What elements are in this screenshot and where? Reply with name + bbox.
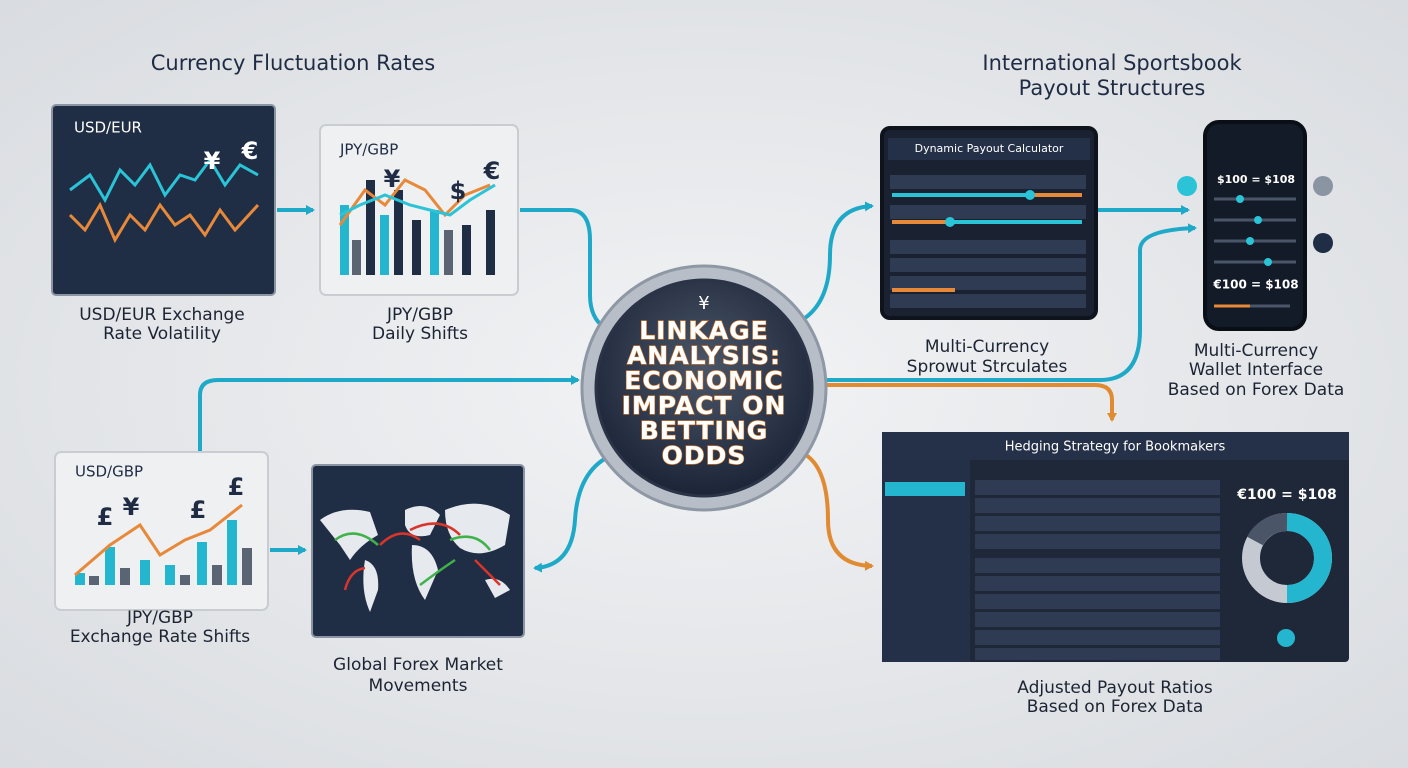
hub-text: BETTING [640, 416, 769, 445]
line [339, 183, 496, 217]
dashboard-rate: €100 = $108 [1236, 487, 1336, 503]
line [74, 503, 243, 577]
sliders [1214, 197, 1296, 308]
caption: Daily Shifts [372, 324, 468, 344]
wallet-phone: $100 = $108 €100 = $108 [1177, 120, 1333, 331]
arrow [520, 208, 607, 330]
jpy-gbp-panel: JPY/GBP ¥ $ € [319, 124, 519, 296]
currency-symbol: $ [450, 177, 467, 205]
caption: Multi-Currency [925, 337, 1049, 357]
continents [320, 503, 510, 612]
caption: Wallet Interface [1189, 360, 1323, 380]
calculator-title: Dynamic Payout Calculator [915, 142, 1064, 155]
hub-text: LINKAGE [639, 316, 768, 345]
caption: Movements [369, 676, 468, 696]
caption: Global Forex Market [333, 655, 503, 675]
currency-symbol: ¥ [123, 493, 140, 521]
hub-core [594, 278, 814, 498]
line [68, 201, 260, 244]
caption: Based on Forex Data [1027, 697, 1204, 717]
section-title: Payout Structures [1019, 76, 1206, 100]
currency-symbol: £ [97, 503, 114, 531]
payout-calculator: Dynamic Payout Calculator [880, 126, 1098, 320]
arrow [195, 375, 580, 459]
currency-symbol: € [483, 157, 501, 185]
hub-text: ECONOMIC [624, 366, 783, 395]
currency-symbol: ¥ [384, 165, 401, 193]
hub-symbol: ¥ [698, 293, 709, 314]
section-title: Currency Fluctuation Rates [151, 51, 435, 75]
slider-knob [945, 217, 955, 227]
arrow [803, 201, 874, 320]
caption: Rate Volatility [103, 324, 221, 344]
hub-text: ANALYSIS: [627, 341, 781, 370]
caption: Adjusted Payout Ratios [1017, 678, 1213, 698]
currency-symbol: ¥ [204, 147, 221, 175]
slider-knob [1025, 190, 1035, 200]
map-panel [311, 464, 525, 638]
panel-label: USD/EUR [74, 119, 142, 137]
arrow [822, 223, 1197, 382]
hub: ¥ LINKAGE ANALYSIS: ECONOMIC IMPACT ON B… [580, 264, 828, 512]
caption: Sprowut Strculates [907, 357, 1068, 377]
arrow [533, 453, 613, 573]
arrow [822, 383, 1117, 422]
table-rows [975, 480, 1220, 660]
panel-label: USD/GBP [75, 463, 143, 481]
currency-symbol: £ [228, 473, 245, 501]
usd-gbp-panel: USD/GBP £ ¥ £ £ [54, 451, 269, 611]
usd-eur-panel: USD/EUR ¥ € [51, 104, 276, 296]
caption: Exchange Rate Shifts [70, 627, 250, 647]
caption: USD/EUR Exchange [79, 305, 245, 325]
hub-text: IMPACT ON [622, 391, 787, 420]
coin [1313, 233, 1333, 253]
caption: JPY/GBP [386, 305, 453, 325]
section-title: International Sportsbook [982, 51, 1242, 75]
table-rows [890, 175, 1086, 308]
hedging-dashboard: Hedging Strategy for Bookmakers €100 = $… [882, 432, 1349, 662]
caption: Based on Forex Data [1168, 380, 1345, 400]
donut-segment [1286, 513, 1332, 603]
coin [1177, 176, 1197, 196]
title-bar [888, 138, 1090, 160]
device [1203, 120, 1307, 331]
bars [75, 520, 252, 585]
bars [340, 180, 495, 275]
sidebar-active [885, 482, 965, 496]
connectors [195, 201, 1197, 573]
currency-symbol: € [241, 137, 259, 165]
caption: Multi-Currency [1194, 341, 1318, 361]
sliders [892, 193, 1082, 292]
hub-text: ODDS [662, 441, 747, 470]
coin [1277, 629, 1295, 647]
coin [1313, 176, 1333, 196]
panel-label: JPY/GBP [339, 141, 398, 159]
donut-segment [1247, 512, 1288, 546]
line [338, 178, 491, 226]
wallet-rate: €100 = $108 [1212, 278, 1298, 292]
caption: JPY/GBP [126, 608, 193, 628]
dashboard-title: Hedging Strategy for Bookmakers [1005, 440, 1226, 455]
line [69, 157, 259, 204]
currency-symbol: £ [190, 496, 207, 524]
title-bar [882, 432, 1349, 460]
wallet-rate: $100 = $108 [1217, 173, 1295, 186]
arrow [804, 453, 874, 571]
flow-arrows [334, 522, 501, 591]
panel [51, 104, 276, 296]
